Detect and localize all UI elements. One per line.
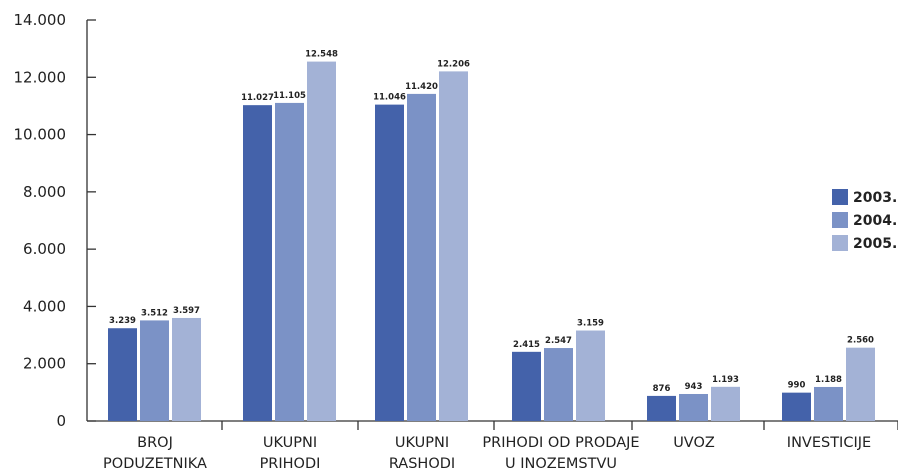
category-label: PODUZETNIKA	[103, 456, 207, 472]
data-label: 943	[685, 382, 703, 392]
data-label: 3.159	[577, 319, 604, 329]
bar	[439, 71, 468, 421]
category-label: RASHODI	[389, 456, 455, 472]
category-label: BROJ	[137, 435, 173, 451]
category-label: INVESTICIJE	[787, 435, 871, 451]
data-label: 990	[788, 381, 806, 391]
bar	[544, 348, 573, 421]
data-label: 12.548	[305, 50, 338, 60]
legend-swatch	[832, 189, 848, 205]
bar	[679, 393, 708, 421]
bar	[407, 93, 436, 422]
data-label: 11.105	[273, 91, 306, 101]
bar	[275, 102, 304, 421]
y-tick-label: 2.000	[23, 355, 66, 373]
bar	[782, 392, 811, 421]
bar	[647, 395, 676, 421]
data-label: 876	[653, 384, 671, 394]
bar	[512, 351, 541, 421]
y-tick-label: 12.000	[14, 68, 67, 86]
data-label: 1.193	[712, 375, 739, 385]
category-label: UKUPNI	[395, 435, 449, 451]
bar	[108, 328, 137, 421]
category-label: PRIHODI OD PRODAJE	[482, 435, 639, 451]
category-label: UVOZ	[673, 435, 715, 451]
legend-swatch	[832, 235, 848, 251]
bar	[307, 61, 336, 422]
data-label: 11.420	[405, 82, 438, 92]
y-tick-label: 8.000	[23, 183, 66, 201]
bars	[108, 61, 875, 422]
data-label: 11.046	[373, 93, 406, 103]
data-label: 2.415	[513, 340, 540, 350]
data-label: 3.597	[173, 306, 200, 316]
y-axis-ticks: 0 2.000 4.000 6.000 8.000 10.000 12.000 14.000	[14, 11, 96, 430]
data-label: 11.027	[241, 93, 274, 103]
y-tick-label: 4.000	[23, 297, 66, 315]
category-label: PRIHODI	[260, 456, 321, 472]
data-labels: 3.239 11.027 11.046 2.415 876 990 3.512 11.105 1…	[109, 50, 874, 394]
data-label: 3.512	[141, 308, 168, 318]
category-label: UKUPNI	[263, 435, 317, 451]
y-tick-label: 6.000	[23, 240, 66, 258]
y-tick-label: 0	[56, 412, 66, 430]
data-label: 12.206	[437, 59, 470, 69]
bar	[711, 386, 740, 421]
bar	[243, 105, 272, 421]
bar	[375, 104, 404, 422]
data-label: 2.547	[545, 336, 572, 346]
bar	[814, 386, 843, 421]
category-label: U INOZEMSTVU	[505, 456, 617, 472]
category-labels: BROJ PODUZETNIKA UKUPNI PRIHODI UKUPNI RASHOD…	[103, 435, 871, 472]
bar	[846, 347, 875, 421]
legend-label: 2004.	[853, 213, 897, 229]
data-label: 2.560	[847, 336, 874, 346]
bar	[140, 320, 169, 421]
data-label: 3.239	[109, 316, 136, 326]
legend-swatch	[832, 212, 848, 228]
data-label: 1.188	[815, 375, 842, 385]
legend-label: 2005.	[853, 236, 897, 252]
y-tick-label: 10.000	[14, 126, 67, 144]
legend-label: 2003.	[853, 190, 897, 206]
legend: 2003. 2004. 2005.	[832, 189, 897, 252]
bar	[576, 330, 605, 421]
y-tick-label: 14.000	[14, 11, 67, 29]
bar	[172, 317, 201, 421]
axes	[86, 20, 898, 430]
